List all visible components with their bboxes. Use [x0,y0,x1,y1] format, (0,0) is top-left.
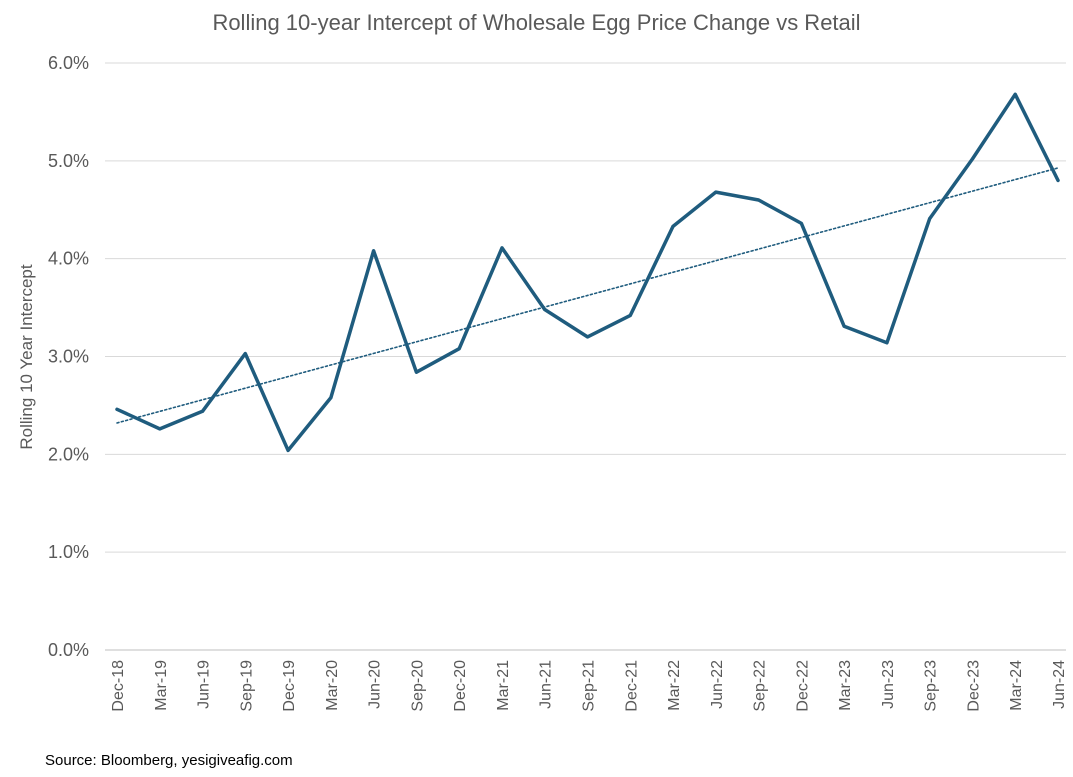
x-tick-label: Sep-20 [409,660,426,712]
x-tick-label: Jun-24 [1051,660,1068,709]
trendline-layer [116,167,1059,424]
x-tick-label: Dec-18 [110,660,127,712]
data-point [457,347,461,351]
x-tick-label: Jun-21 [538,660,555,709]
y-tick-label: 6.0% [48,53,89,73]
y-tick-label: 5.0% [48,151,89,171]
data-point [586,335,589,339]
y-tick-label: 1.0% [48,542,89,562]
x-tick-label: Mar-24 [1008,660,1025,711]
data-point [757,198,761,202]
data-point [329,396,333,400]
y-axis-label: Rolling 10 Year Intercept [17,264,36,450]
y-tick-label: 4.0% [48,249,89,269]
x-tick-label: Dec-23 [965,660,982,712]
series-line [115,92,1060,453]
x-tick-label: Dec-19 [281,660,298,712]
gridlines [105,62,1066,651]
x-tick-label: Sep-22 [752,660,769,712]
y-axis-ticks: 0.0% 1.0% 2.0% 3.0% 4.0% 5.0% 6.0% [48,53,89,660]
data-point [1013,92,1017,96]
x-tick-label: Sep-21 [581,660,598,712]
x-tick-label: Jun-23 [880,660,897,709]
x-axis-ticks: Dec-18 Mar-19 Jun-19 Sep-19 Dec-19 Mar-20 Jun-… [110,660,1068,712]
x-tick-label: Dec-21 [623,660,640,712]
trendline [116,167,1059,424]
x-tick-label: Mar-22 [666,660,683,711]
x-tick-label: Sep-19 [238,660,255,712]
x-tick-label: Mar-21 [495,660,512,711]
data-point [500,246,504,250]
x-tick-label: Jun-20 [367,660,384,709]
data-point [372,249,376,253]
data-point [628,313,632,317]
data-point [671,224,675,228]
data-point [885,341,889,345]
data-point [928,217,932,221]
x-tick-label: Dec-20 [452,660,469,712]
data-point [243,352,247,356]
data-point [286,448,290,452]
y-tick-label: 0.0% [48,640,89,660]
data-point [158,427,162,431]
data-point [543,308,547,312]
source-note: Source: Bloomberg, yesigiveafig.com [45,752,293,769]
x-tick-label: Sep-23 [923,660,940,712]
data-point [1056,178,1060,182]
data-point [414,370,418,374]
data-point [201,409,205,413]
chart-title: Rolling 10-year Intercept of Wholesale E… [212,10,861,35]
x-tick-label: Mar-23 [837,660,854,711]
x-tick-label: Jun-22 [709,660,726,709]
y-tick-label: 2.0% [48,444,89,464]
data-point [115,407,119,411]
x-tick-label: Mar-19 [153,660,170,711]
y-tick-label: 3.0% [48,347,89,367]
data-point [970,157,974,161]
data-point [714,190,718,194]
series-layer [115,92,1060,453]
x-tick-label: Dec-22 [794,660,811,712]
data-point [799,221,803,225]
data-point [842,324,846,328]
x-tick-label: Mar-20 [324,660,341,711]
x-tick-label: Jun-19 [196,660,213,709]
